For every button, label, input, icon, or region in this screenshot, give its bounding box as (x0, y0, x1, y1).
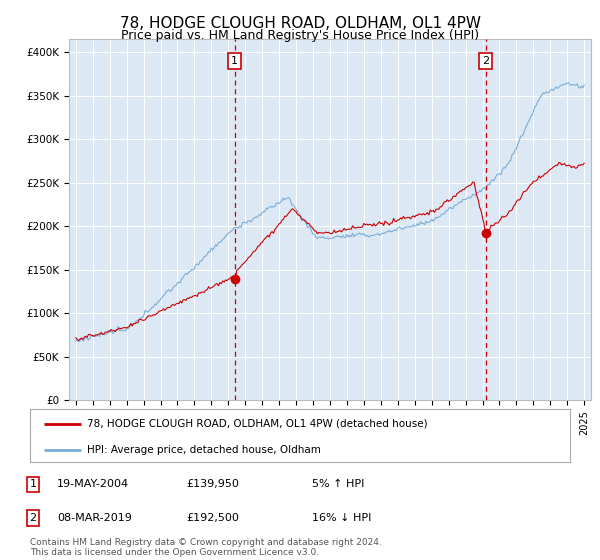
Text: £139,950: £139,950 (186, 479, 239, 489)
Text: 1: 1 (29, 479, 37, 489)
Text: 08-MAR-2019: 08-MAR-2019 (57, 513, 132, 523)
Text: 5% ↑ HPI: 5% ↑ HPI (312, 479, 364, 489)
Text: 19-MAY-2004: 19-MAY-2004 (57, 479, 129, 489)
Text: 78, HODGE CLOUGH ROAD, OLDHAM, OL1 4PW (detached house): 78, HODGE CLOUGH ROAD, OLDHAM, OL1 4PW (… (86, 419, 427, 429)
Text: 1: 1 (231, 56, 238, 66)
Text: 78, HODGE CLOUGH ROAD, OLDHAM, OL1 4PW: 78, HODGE CLOUGH ROAD, OLDHAM, OL1 4PW (119, 16, 481, 31)
Text: 2: 2 (29, 513, 37, 523)
Text: 2: 2 (482, 56, 489, 66)
Text: Contains HM Land Registry data © Crown copyright and database right 2024.
This d: Contains HM Land Registry data © Crown c… (30, 538, 382, 557)
Text: Price paid vs. HM Land Registry's House Price Index (HPI): Price paid vs. HM Land Registry's House … (121, 29, 479, 42)
Text: £192,500: £192,500 (186, 513, 239, 523)
Text: HPI: Average price, detached house, Oldham: HPI: Average price, detached house, Oldh… (86, 445, 320, 455)
Text: 16% ↓ HPI: 16% ↓ HPI (312, 513, 371, 523)
